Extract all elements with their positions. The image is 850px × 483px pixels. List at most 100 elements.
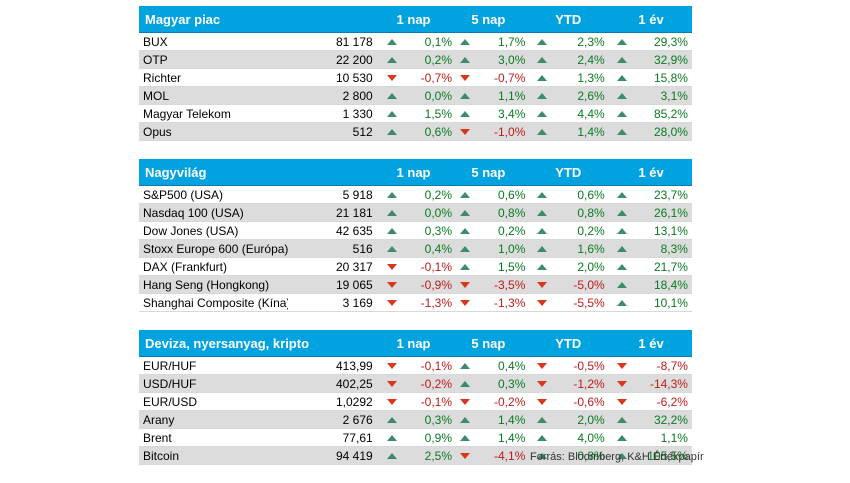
- section-title: Deviza, nyersanyag, kripto: [145, 335, 310, 351]
- change-cell: 85,2%: [616, 107, 692, 121]
- change-cell: 1,5%: [386, 107, 456, 121]
- up-arrow-icon: [616, 281, 627, 288]
- instrument-name: USD/HUF: [143, 376, 197, 391]
- column-header: 1 nap: [396, 164, 431, 180]
- up-arrow-icon: [616, 74, 627, 81]
- down-arrow-icon: [460, 452, 471, 459]
- change-cell: 1,4%: [460, 431, 529, 445]
- down-arrow-icon: [616, 380, 627, 387]
- change-value: 13,1%: [653, 223, 688, 238]
- change-cell: 1,3%: [537, 71, 608, 85]
- table-row: MOL 2 800 0,0% 1,1% 2,6% 3,1%: [139, 87, 692, 105]
- change-value: 1,1%: [660, 430, 688, 445]
- change-value: 0,1%: [424, 34, 453, 49]
- up-arrow-icon: [537, 128, 548, 135]
- instrument-price: 512: [352, 124, 373, 139]
- change-value: -1,2%: [573, 376, 605, 391]
- change-value: 23,7%: [653, 187, 688, 202]
- change-value: 3,4%: [498, 106, 526, 121]
- change-value: 18,4%: [653, 277, 688, 292]
- change-value: 0,2%: [424, 187, 453, 202]
- change-cell: -1,3%: [460, 296, 529, 310]
- change-value: -0,6%: [573, 394, 605, 409]
- change-cell: 2,4%: [537, 53, 608, 67]
- table-row: Bitcoin 94 419 2,5% -4,1% 0,8% 105,5%: [139, 447, 692, 465]
- instrument-name: Magyar Telekom: [143, 106, 231, 121]
- instrument-price: 3 169: [342, 295, 373, 310]
- instrument-name: Hang Seng (Hongkong): [143, 277, 270, 292]
- up-arrow-icon: [616, 263, 627, 270]
- up-arrow-icon: [460, 362, 471, 369]
- change-value: -8,7%: [656, 358, 688, 373]
- change-value: -0,1%: [420, 259, 453, 274]
- change-cell: -0,2%: [386, 376, 456, 391]
- instrument-price: 10 530: [335, 70, 373, 85]
- change-cell: 32,2%: [616, 413, 692, 427]
- up-arrow-icon: [460, 434, 471, 441]
- change-cell: 13,1%: [616, 223, 692, 238]
- change-cell: 1,4%: [460, 413, 529, 427]
- table-row: EUR/USD 1,0292 -0,1% -0,2% -0,6% -6,2%: [139, 393, 692, 411]
- up-arrow-icon: [386, 38, 397, 45]
- change-value: -3,5%: [494, 277, 526, 292]
- column-header: YTD: [555, 11, 582, 27]
- column-header: 1 év: [638, 11, 664, 27]
- up-arrow-icon: [537, 92, 548, 99]
- instrument-price: 516: [352, 241, 373, 256]
- down-arrow-icon: [386, 74, 397, 81]
- change-value: 28,0%: [653, 124, 688, 139]
- instrument-name: Arany: [143, 412, 175, 427]
- table-row: Arany 2 676 0,3% 1,4% 2,0% 32,2%: [139, 411, 692, 429]
- change-value: 4,0%: [577, 430, 605, 445]
- change-cell: 0,3%: [460, 377, 529, 391]
- instrument-price: 94 419: [335, 448, 373, 463]
- column-header: 1 év: [638, 335, 664, 351]
- change-cell: -0,2%: [460, 395, 529, 409]
- instrument-price: 22 200: [335, 52, 373, 67]
- change-value: -5,0%: [573, 277, 605, 292]
- instrument-name: EUR/USD: [143, 394, 198, 409]
- change-cell: 18,4%: [616, 277, 692, 292]
- up-arrow-icon: [386, 56, 397, 63]
- change-cell: 21,7%: [616, 260, 692, 274]
- instrument-price: 413,99: [335, 358, 373, 373]
- up-arrow-icon: [386, 209, 397, 216]
- change-value: 4,4%: [577, 106, 605, 121]
- change-value: 1,4%: [577, 124, 605, 139]
- change-value: 1,6%: [577, 241, 605, 256]
- change-value: 0,8%: [577, 448, 605, 463]
- change-cell: 8,3%: [616, 242, 692, 256]
- down-arrow-icon: [616, 398, 627, 405]
- change-cell: 0,8%: [460, 206, 529, 220]
- change-value: 0,3%: [424, 412, 453, 427]
- change-cell: -1,0%: [460, 125, 529, 139]
- change-value: 0,3%: [424, 223, 453, 238]
- table-row: Hang Seng (Hongkong) 19 065 -0,9% -3,5% -5,0…: [139, 276, 692, 294]
- up-arrow-icon: [460, 110, 471, 117]
- up-arrow-icon: [537, 56, 548, 63]
- up-arrow-icon: [386, 191, 397, 198]
- change-value: 1,0%: [498, 241, 526, 256]
- down-arrow-icon: [386, 362, 397, 369]
- change-cell: -0,1%: [386, 395, 456, 409]
- change-value: -0,2%: [420, 376, 453, 391]
- up-arrow-icon: [460, 92, 471, 99]
- up-arrow-icon: [460, 227, 471, 234]
- section-table: Deviza, nyersanyag, kripto 1 nap 5 nap YTD 1…: [139, 330, 692, 465]
- instrument-name: Richter: [143, 70, 182, 85]
- change-cell: 1,0%: [460, 242, 529, 256]
- up-arrow-icon: [616, 38, 627, 45]
- change-cell: 1,5%: [460, 260, 529, 274]
- instrument-price: 42 635: [335, 223, 373, 238]
- down-arrow-icon: [537, 299, 548, 306]
- instrument-name: Brent: [143, 430, 172, 445]
- up-arrow-icon: [537, 227, 548, 234]
- change-cell: -5,0%: [537, 278, 608, 292]
- up-arrow-icon: [616, 452, 627, 459]
- instrument-price: 21 181: [335, 205, 373, 220]
- source-note: Forrás: Bloomberg, K&H Értékpapír: [530, 451, 704, 463]
- change-cell: -14,3%: [616, 377, 692, 391]
- change-cell: 15,8%: [616, 71, 692, 85]
- down-arrow-icon: [386, 380, 397, 387]
- change-cell: 1,7%: [460, 35, 529, 49]
